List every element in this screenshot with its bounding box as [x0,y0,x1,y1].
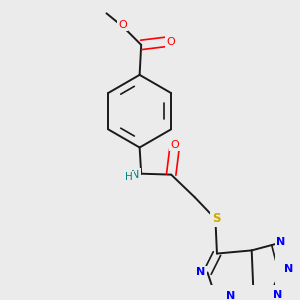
Text: N: N [284,264,293,274]
Text: N: N [226,292,235,300]
Text: N: N [196,267,205,277]
Text: N: N [276,237,286,247]
Text: N: N [131,169,140,180]
Text: N: N [273,290,283,300]
Text: O: O [171,140,179,150]
Text: O: O [118,20,127,30]
Text: H: H [125,172,132,182]
Text: S: S [212,212,220,225]
Text: O: O [167,37,175,47]
